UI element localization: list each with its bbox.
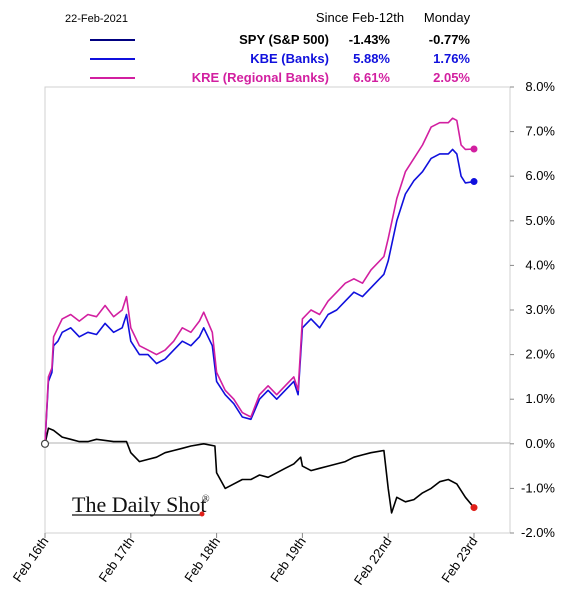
series-end-marker-1: [470, 178, 478, 186]
legend-label-kbe: KBE (Banks): [250, 51, 329, 66]
series-line-0: [44, 427, 475, 514]
series-layer: [40, 117, 478, 514]
brand-text: The Daily Shot: [72, 492, 206, 517]
legend-monday-spy: -0.77%: [429, 32, 471, 47]
x-tick-label: Feb 19th: [267, 534, 309, 585]
series-end-marker-0: [470, 504, 478, 512]
legend-since-spy: -1.43%: [349, 32, 391, 47]
x-tick-label: Feb 23rd: [438, 534, 480, 585]
x-tick-label: Feb 16th: [10, 534, 52, 585]
x-axis: Feb 16th Feb 17th Feb 18th Feb 19th Feb 22nd…: [10, 533, 480, 588]
y-tick-label: 7.0%: [525, 124, 555, 139]
legend-monday-kre: 2.05%: [433, 70, 470, 85]
y-axis: 8.0% 7.0% 6.0% 5.0% 4.0% 3.0% 2.0% 1.0% 0.0% -1.0…: [510, 79, 555, 540]
y-tick-label: 8.0%: [525, 79, 555, 94]
legend-label-spy: SPY (S&P 500): [239, 32, 329, 47]
y-tick-label: 6.0%: [525, 168, 555, 183]
x-tick-label: Feb 22nd: [351, 534, 395, 588]
legend-since-kbe: 5.88%: [353, 51, 390, 66]
series-line-2: [44, 117, 475, 444]
x-tick-label: Feb 17th: [96, 534, 138, 585]
y-tick-label: 3.0%: [525, 302, 555, 317]
legend-label-kre: KRE (Regional Banks): [192, 70, 329, 85]
series-line-1: [44, 148, 475, 444]
brand-dot: [199, 511, 205, 517]
y-tick-label: 2.0%: [525, 347, 555, 362]
y-tick-label: 5.0%: [525, 213, 555, 228]
brand-logo: The Daily Shot ®: [72, 492, 210, 517]
x-tick-label: Feb 18th: [181, 534, 223, 585]
brand-mark: ®: [202, 494, 210, 505]
y-tick-label: 1.0%: [525, 391, 555, 406]
legend-since-kre: 6.61%: [353, 70, 390, 85]
since-column-header: Since Feb-12th: [316, 10, 404, 25]
y-tick-label: 4.0%: [525, 257, 555, 272]
legend: SPY (S&P 500) -1.43% -0.77% KBE (Banks) …: [90, 32, 470, 85]
y-tick-label: 0.0%: [525, 436, 555, 451]
monday-column-header: Monday: [424, 10, 471, 25]
chart-date: 22-Feb-2021: [65, 13, 128, 25]
series-end-marker-2: [470, 145, 478, 153]
y-tick-label: -2.0%: [521, 525, 555, 540]
series-start-marker: [40, 439, 50, 448]
legend-monday-kbe: 1.76%: [433, 51, 470, 66]
y-tick-label: -1.0%: [521, 480, 555, 495]
